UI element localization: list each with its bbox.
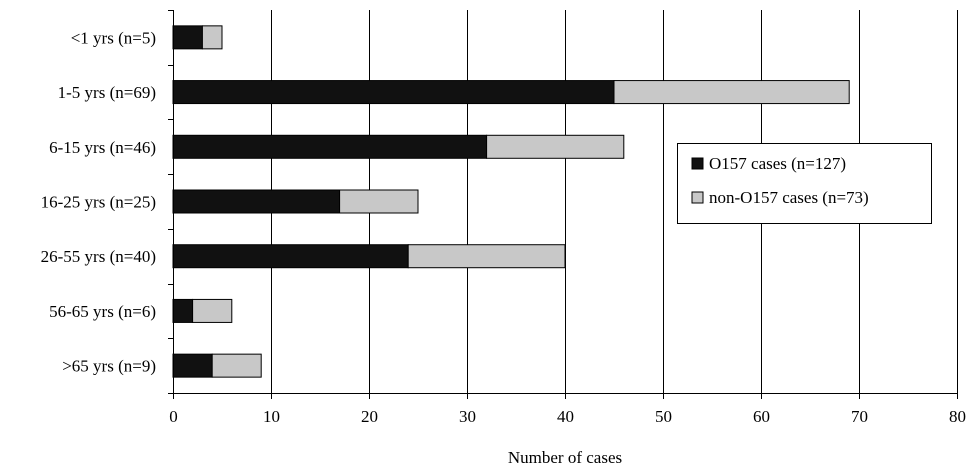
bar-o157: [172, 189, 341, 214]
y-category-label: 26-55 yrs (n=40): [41, 247, 156, 266]
y-category-label: 6-15 yrs (n=46): [49, 138, 156, 157]
legend-box: [677, 143, 932, 224]
x-tick-label: 50: [655, 407, 672, 426]
x-tick-label: 30: [459, 407, 476, 426]
bar-o157: [172, 298, 194, 323]
bar-non-o157: [613, 80, 850, 105]
legend-entry-label: O157 cases (n=127): [709, 154, 846, 173]
bar-o157: [172, 134, 488, 159]
bar-non-o157: [407, 244, 566, 269]
labels: 0 10 20 30 40 50 60 70 80 <1 yrs (n=5) 1-5 yrs (n=…: [41, 28, 966, 426]
legend: O157 cases (n=127) non-O157 cases (n=73): [677, 143, 932, 224]
legend-swatch: [691, 191, 704, 204]
bar-o157: [172, 25, 203, 50]
bars: [172, 25, 850, 378]
x-axis-title: Number of cases: [508, 448, 622, 467]
x-tick-label: 10: [263, 407, 280, 426]
y-category-label: >65 yrs (n=9): [62, 357, 156, 376]
bar-o157: [172, 80, 615, 105]
x-tick-label: 20: [361, 407, 378, 426]
x-tick-label: 60: [753, 407, 770, 426]
legend-swatch: [691, 157, 704, 170]
bar-non-o157: [339, 189, 419, 214]
axes: [168, 10, 958, 399]
bar-non-o157: [486, 134, 625, 159]
x-tick-label: 40: [557, 407, 574, 426]
x-tick-label: 0: [169, 407, 178, 426]
bar-non-o157: [211, 353, 262, 378]
y-category-label: 16-25 yrs (n=25): [41, 193, 156, 212]
bar-o157: [172, 353, 213, 378]
x-tick-label: 70: [851, 407, 868, 426]
bar-non-o157: [192, 298, 233, 323]
y-category-label: 56-65 yrs (n=6): [49, 302, 156, 321]
legend-entry-label: non-O157 cases (n=73): [709, 188, 869, 207]
bar-o157: [172, 244, 409, 269]
bar-non-o157: [201, 25, 223, 50]
y-category-label: <1 yrs (n=5): [71, 28, 156, 47]
y-category-label: 1-5 yrs (n=69): [58, 83, 156, 102]
x-tick-label: 80: [949, 407, 966, 426]
